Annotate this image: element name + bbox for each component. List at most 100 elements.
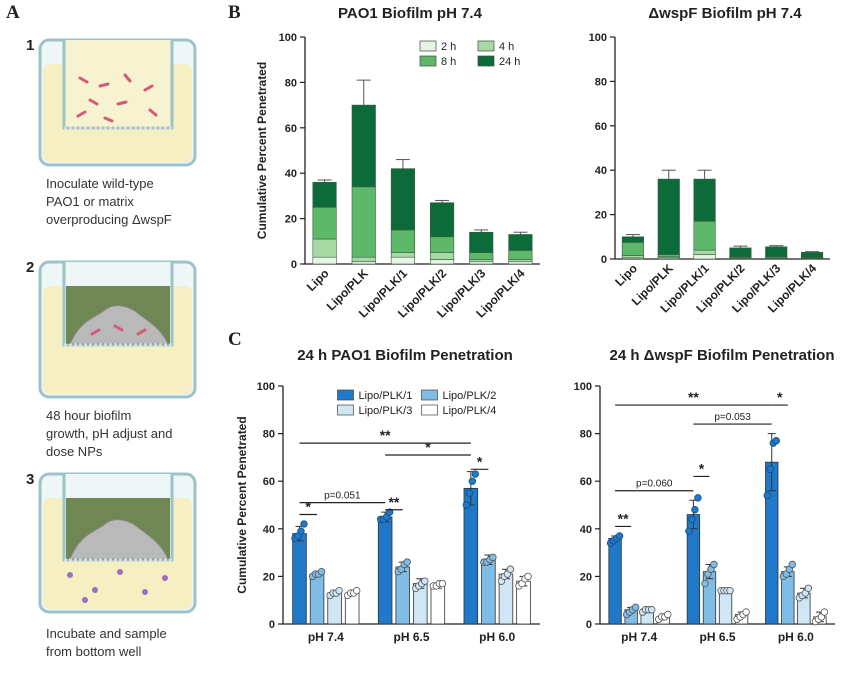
legend-label: Lipo/PLK/1 — [359, 390, 413, 402]
error-bar — [625, 234, 640, 237]
x-tick-label: pH 6.5 — [699, 630, 735, 644]
data-point — [403, 558, 411, 566]
data-point — [685, 527, 693, 535]
error-bar — [733, 245, 748, 248]
bar-segment — [508, 250, 533, 260]
bar-segment — [621, 255, 644, 259]
data-point — [710, 560, 718, 569]
significance-label: ** — [688, 389, 699, 405]
bar-segment — [469, 259, 494, 263]
step-caption: PAO1 or matrix — [46, 194, 134, 209]
bar-segment — [801, 252, 824, 258]
data-point — [300, 520, 308, 528]
legend-label: Lipo/PLK/3 — [359, 405, 413, 417]
y-tick-label: 40 — [580, 524, 592, 536]
legend-label: 2 h — [441, 41, 456, 53]
legend-swatch — [421, 404, 438, 416]
bar-segment — [312, 256, 337, 265]
bar — [309, 573, 325, 625]
data-point — [421, 577, 429, 585]
error-bar — [661, 169, 676, 180]
bar-segment — [693, 249, 716, 255]
y-tick-label: 20 — [263, 571, 275, 583]
data-point — [317, 567, 326, 576]
bar — [702, 571, 717, 625]
data-point — [335, 586, 343, 595]
bar-segment — [621, 236, 644, 243]
data-point — [506, 565, 515, 573]
bar-segment — [430, 236, 455, 253]
error-bar — [317, 179, 332, 183]
error-bar — [513, 231, 528, 235]
step-caption: Inoculate wild-type — [46, 176, 154, 191]
step-caption: overproducing ΔwspF — [46, 212, 172, 227]
biofilm — [69, 519, 169, 560]
bar — [463, 487, 479, 625]
x-tick-label: pH 6.0 — [778, 630, 814, 644]
data-point — [763, 491, 771, 500]
significance-label: p=0.053 — [714, 412, 751, 423]
y-tick-label: 80 — [580, 429, 592, 441]
data-point — [664, 610, 672, 619]
significance-label: * — [306, 499, 312, 515]
y-tick-label: 40 — [263, 524, 275, 536]
data-point — [694, 494, 702, 502]
data-point — [788, 560, 797, 569]
bar — [608, 537, 622, 625]
y-tick-label: 40 — [595, 165, 607, 177]
data-point — [465, 489, 474, 497]
bar-segment — [430, 252, 455, 260]
bacteria — [76, 73, 158, 123]
bar-segment — [430, 202, 455, 238]
y-tick-label: 0 — [291, 259, 297, 271]
bar-segment — [469, 252, 494, 260]
bar-segment — [312, 206, 337, 240]
data-point — [772, 437, 780, 445]
y-tick-label: 60 — [580, 476, 592, 488]
data-point — [438, 579, 447, 588]
step-caption: dose NPs — [46, 444, 103, 459]
bar-segment — [508, 234, 533, 251]
y-tick-label: 60 — [285, 123, 297, 135]
bar — [430, 585, 446, 625]
legend-swatch — [337, 404, 354, 416]
well-insert — [54, 38, 182, 130]
significance-label: * — [699, 460, 705, 476]
bar-segment — [693, 220, 716, 251]
significance-label: p=0.051 — [324, 491, 361, 502]
x-tick-label: pH 7.4 — [621, 630, 657, 644]
bar-segment — [621, 242, 644, 256]
bar-segment — [312, 181, 337, 208]
step-number: 3 — [26, 471, 34, 488]
data-point — [489, 553, 497, 562]
significance-label: ** — [388, 494, 399, 510]
data-point — [726, 586, 734, 595]
data-point — [297, 527, 305, 535]
y-tick-label: 60 — [263, 476, 275, 488]
error-bar — [356, 79, 371, 106]
y-axis-label: Cumulative Percent Penetrated — [235, 416, 249, 593]
y-tick-label: 100 — [279, 32, 297, 44]
data-point — [524, 572, 532, 581]
error-bar — [435, 199, 450, 203]
bar — [718, 590, 733, 625]
legend-swatch — [477, 55, 495, 67]
y-tick-label: 100 — [257, 381, 275, 393]
panel-label: C — [228, 329, 242, 350]
chart-title: ΔwspF Biofilm pH 7.4 — [648, 5, 802, 22]
bar — [292, 533, 307, 625]
y-tick-label: 100 — [589, 32, 607, 44]
chart-title: PAO1 Biofilm pH 7.4 — [338, 5, 483, 22]
x-tick-label: Lipo — [304, 266, 332, 294]
bar-segment — [693, 178, 716, 222]
y-tick-label: 20 — [595, 210, 607, 222]
bar-segment — [430, 259, 455, 265]
y-tick-label: 100 — [574, 381, 592, 393]
legend-swatch — [419, 40, 437, 52]
x-tick-label: pH 6.5 — [393, 630, 429, 644]
y-tick-label: 20 — [285, 214, 297, 226]
data-point — [468, 477, 477, 485]
bar-segment — [657, 178, 680, 255]
